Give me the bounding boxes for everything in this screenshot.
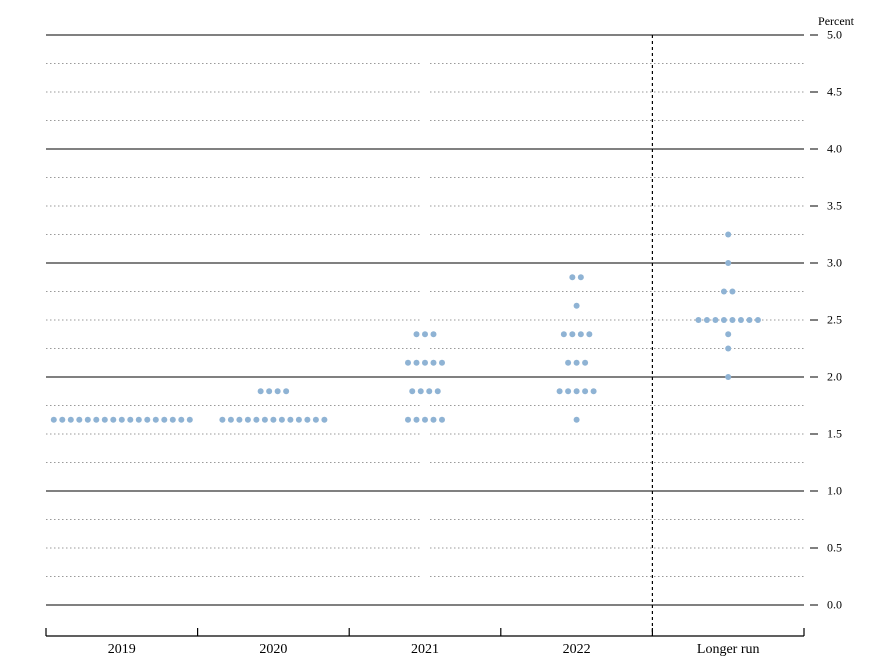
y-tick-label: 3.5 (827, 199, 842, 214)
dot-plot-chart: 0.0 0.5 1.0 1.5 2.0 2.5 3.0 3.5 4.0 4.5 5.0 2019 202… (0, 0, 874, 668)
y-tick-label: 1.5 (827, 427, 842, 442)
y-tick-label: 3.0 (827, 256, 842, 271)
y-tick-label: 2.0 (827, 370, 842, 385)
y-tick-label: 4.0 (827, 142, 842, 157)
y-tick-label: 5.0 (827, 28, 842, 43)
x-tick-label: 2020 (259, 642, 287, 658)
x-tick-label: 2022 (563, 642, 591, 658)
plot-svg (0, 0, 874, 668)
y-axis-title: Percent (818, 14, 854, 29)
y-tick-label: 1.0 (827, 484, 842, 499)
x-tick-label: 2019 (108, 642, 136, 658)
x-tick-label: Longer run (697, 642, 760, 658)
x-tick-label: 2021 (411, 642, 439, 658)
y-tick-label: 4.5 (827, 85, 842, 100)
y-tick-label: 0.5 (827, 541, 842, 556)
y-tick-label: 2.5 (827, 313, 842, 328)
y-tick-label: 0.0 (827, 598, 842, 613)
